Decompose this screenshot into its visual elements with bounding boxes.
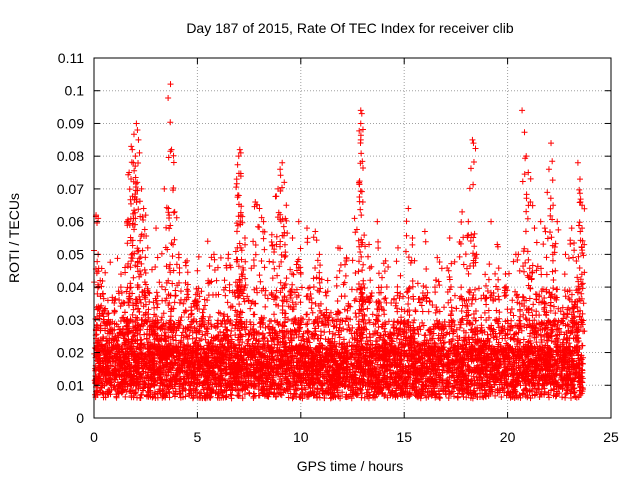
- data-point: [318, 332, 324, 338]
- data-point: [262, 292, 268, 298]
- data-point: [177, 300, 183, 306]
- data-point: [242, 299, 248, 305]
- data-point: [115, 255, 121, 261]
- data-point: [362, 285, 368, 291]
- data-point: [482, 271, 488, 277]
- data-point: [251, 322, 257, 328]
- data-point: [530, 263, 536, 269]
- data-point: [459, 308, 465, 314]
- data-point: [179, 314, 185, 320]
- data-point: [172, 299, 178, 305]
- data-point: [420, 308, 426, 314]
- data-point: [338, 293, 344, 299]
- data-point: [312, 265, 318, 271]
- data-point: [200, 310, 206, 316]
- data-point: [530, 301, 536, 307]
- data-point: [559, 394, 565, 400]
- data-point: [265, 295, 271, 301]
- data-point: [216, 310, 222, 316]
- data-point: [350, 257, 356, 263]
- data-point: [308, 305, 314, 311]
- data-point: [446, 268, 452, 274]
- data-point: [225, 299, 231, 305]
- data-point: [202, 303, 208, 309]
- data-point: [236, 301, 242, 307]
- data-point: [94, 331, 100, 337]
- data-point: [342, 306, 348, 312]
- data-point: [370, 311, 376, 317]
- data-point: [412, 307, 418, 313]
- data-point: [406, 295, 412, 301]
- data-point: [202, 332, 208, 338]
- data-point: [258, 258, 264, 264]
- data-point: [525, 306, 531, 312]
- data-point: [172, 288, 178, 294]
- data-point: [353, 314, 359, 320]
- data-point: [304, 311, 310, 317]
- data-point: [247, 306, 253, 312]
- data-point: [317, 395, 323, 401]
- data-point: [376, 324, 382, 330]
- data-point: [423, 284, 429, 290]
- data-point: [561, 336, 567, 342]
- data-point: [245, 338, 251, 344]
- data-point: [262, 304, 268, 310]
- data-point: [574, 339, 580, 345]
- data-point: [345, 322, 351, 328]
- data-point: [508, 318, 514, 324]
- data-point: [379, 275, 385, 281]
- data-point: [441, 304, 447, 310]
- data-point: [511, 313, 517, 319]
- data-point: [386, 318, 392, 324]
- data-point: [338, 317, 344, 323]
- data-point: [520, 294, 526, 300]
- data-point: [311, 275, 317, 281]
- data-point: [394, 284, 400, 290]
- data-point: [572, 389, 578, 395]
- data-point: [306, 317, 312, 323]
- data-point: [257, 272, 263, 278]
- data-point: [214, 278, 220, 284]
- data-point: [112, 296, 118, 302]
- data-point: [227, 282, 233, 288]
- data-point: [185, 269, 191, 275]
- data-point: [521, 269, 527, 275]
- data-point: [331, 323, 337, 329]
- data-point: [415, 280, 421, 286]
- data-point: [246, 336, 252, 342]
- data-point: [218, 255, 224, 261]
- data-point: [368, 264, 374, 270]
- data-point: [107, 259, 113, 265]
- data-point: [222, 293, 228, 299]
- data-point: [577, 265, 583, 271]
- data-point: [483, 283, 489, 289]
- data-point: [432, 289, 438, 295]
- data-point: [149, 267, 155, 273]
- data-point: [508, 336, 514, 342]
- data-point: [400, 294, 406, 300]
- data-point: [439, 265, 445, 271]
- data-point: [304, 321, 310, 327]
- data-point: [154, 289, 160, 295]
- data-point: [495, 277, 501, 283]
- data-point: [437, 309, 443, 315]
- data-point: [310, 310, 316, 316]
- data-point: [201, 306, 207, 312]
- data-point: [222, 277, 228, 283]
- data-point: [321, 329, 327, 335]
